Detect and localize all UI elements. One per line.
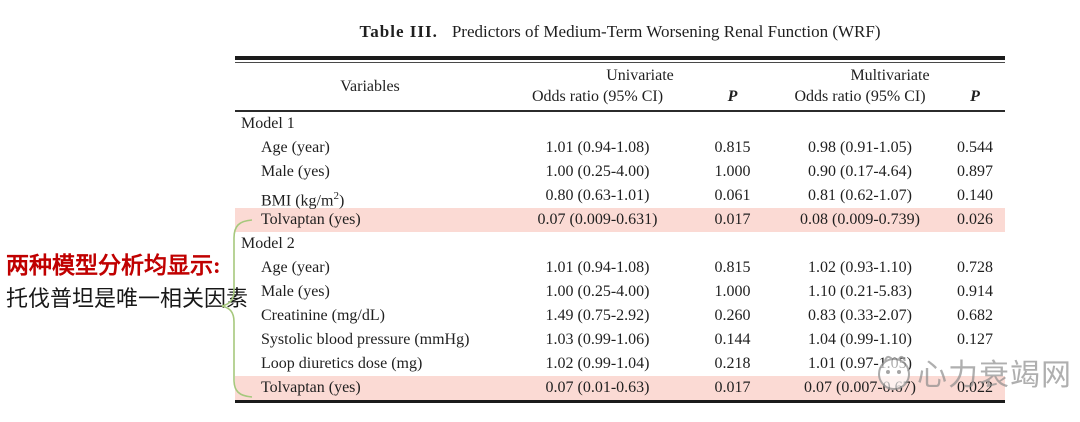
- data-table: Variables Univariate Odds ratio (95% CI)…: [235, 56, 1005, 403]
- table-row-tolvaptan-m1-highlighted: Tolvaptan (yes) 0.07 (0.009-0.631) 0.017…: [235, 208, 1005, 232]
- cell-uni-or: 1.03 (0.99-1.06): [545, 331, 650, 348]
- cell-multi-or: 1.04 (0.99-1.10): [808, 331, 912, 348]
- cell-multi-p: 0.897: [957, 163, 993, 180]
- cell-uni-p: 0.260: [714, 307, 751, 324]
- cell-uni-or: 1.01 (0.94-1.08): [545, 139, 650, 156]
- header-variables: Variables: [340, 77, 400, 95]
- table-row-model1: Model 1: [235, 112, 1005, 136]
- cell-uni-or: 1.49 (0.75-2.92): [545, 307, 650, 324]
- row-variable: Model 2: [241, 235, 295, 252]
- cell-multi-p: [945, 352, 1005, 376]
- cell-multi-or: [775, 112, 945, 136]
- cell-multi-p: 0.127: [957, 331, 993, 348]
- table-row-age-m1: Age (year) 1.01 (0.94-1.08) 0.815 0.98 (…: [235, 136, 1005, 160]
- header-group-univariate: Univariate Odds ratio (95% CI) P: [505, 63, 775, 110]
- cell-multi-or: [775, 232, 945, 256]
- cell-multi-p: [945, 112, 1005, 136]
- annotation-line2: 托伐普坦是唯一相关因素: [6, 286, 249, 311]
- top-rule-thin: [235, 62, 1005, 63]
- table-row-tolvaptan-m2-highlighted: Tolvaptan (yes) 0.07 (0.01-0.63) 0.017 0…: [235, 376, 1005, 400]
- cell-uni-p: 1.000: [714, 163, 751, 180]
- cell-uni-or: 1.02 (0.99-1.04): [545, 355, 650, 372]
- cell-multi-p: 0.682: [957, 307, 993, 324]
- table-row-bmi-m1: BMI (kg/m2) 0.80 (0.63-1.01) 0.061 0.81 …: [235, 184, 1005, 210]
- cell-multi-p: 0.914: [957, 283, 993, 300]
- cell-uni-p: [690, 232, 775, 256]
- cell-multi-or: 0.83 (0.33-2.07): [808, 307, 912, 324]
- table-number: Table III.: [359, 22, 438, 41]
- table-row-male-m1: Male (yes) 1.00 (0.25-4.00) 1.000 0.90 (…: [235, 160, 1005, 184]
- header-multivariate-p: P: [970, 88, 980, 105]
- bmi-superscript: 2: [333, 190, 339, 202]
- cell-uni-p: 1.000: [714, 283, 751, 300]
- cell-uni-p: 0.017: [714, 211, 751, 228]
- table-row-model2: Model 2: [235, 232, 1005, 256]
- row-variable: Systolic blood pressure (mmHg): [261, 331, 470, 348]
- cell-uni-p: 0.061: [714, 187, 751, 204]
- bmi-label-close: ): [338, 192, 345, 210]
- brace-connector: [221, 219, 253, 398]
- table-caption: Table III. Predictors of Medium-Term Wors…: [235, 22, 1005, 42]
- cell-multi-p: 0.026: [957, 211, 993, 228]
- cell-multi-p: [945, 232, 1005, 256]
- cell-uni-p: 0.017: [714, 379, 751, 396]
- cell-uni-p: 0.815: [714, 139, 751, 156]
- cell-uni-or: 0.07 (0.009-0.631): [537, 211, 658, 228]
- row-variable: Male (yes): [261, 283, 330, 300]
- header-multivariate-odds-ratio: Odds ratio (95% CI): [794, 88, 926, 105]
- cell-uni-or: 0.07 (0.01-0.63): [545, 379, 650, 396]
- cell-multi-p: 0.544: [957, 139, 993, 156]
- cell-uni-p: 0.815: [714, 259, 751, 276]
- cell-multi-or: 0.98 (0.91-1.05): [808, 139, 912, 156]
- cell-multi-or: 0.90 (0.17-4.64): [808, 163, 912, 180]
- cell-multi-or: 0.81 (0.62-1.07): [808, 187, 912, 204]
- cell-uni-p: 0.144: [714, 331, 751, 348]
- table-title-text: Predictors of Medium-Term Worsening Rena…: [451, 22, 881, 41]
- cell-uni-or: 1.00 (0.25-4.00): [545, 163, 650, 180]
- table-row-creatinine-m2: Creatinine (mg/dL) 1.49 (0.75-2.92) 0.26…: [235, 304, 1005, 328]
- cell-multi-p: 0.022: [957, 379, 993, 396]
- cell-uni-or: [505, 232, 690, 256]
- row-variable: Male (yes): [261, 163, 330, 180]
- cell-uni-or: [505, 112, 690, 136]
- row-variable: Tolvaptan (yes): [261, 379, 361, 396]
- row-variable: Tolvaptan (yes): [261, 211, 361, 228]
- header-univariate: Univariate: [606, 67, 674, 84]
- table-row-age-m2: Age (year) 1.01 (0.94-1.08) 0.815 1.02 (…: [235, 256, 1005, 280]
- row-variable: Age (year): [261, 259, 330, 276]
- header-multivariate: Multivariate: [850, 67, 930, 84]
- cell-uni-p: [690, 112, 775, 136]
- table-row-sbp-m2: Systolic blood pressure (mmHg) 1.03 (0.9…: [235, 328, 1005, 352]
- row-variable: Loop diuretics dose (mg): [261, 355, 423, 372]
- bmi-label: BMI (kg/m: [261, 192, 334, 210]
- top-rule-thick: [235, 56, 1005, 60]
- cell-multi-or: 0.07 (0.007-0.67): [804, 379, 916, 396]
- cell-multi-p: 0.140: [957, 187, 993, 204]
- cell-multi-or: 1.10 (0.21-5.83): [808, 283, 912, 300]
- cell-uni-or: 1.00 (0.25-4.00): [545, 283, 650, 300]
- table-row-loop-diuretics-m2: Loop diuretics dose (mg) 1.02 (0.99-1.04…: [235, 352, 1005, 376]
- row-variable: Model 1: [241, 115, 295, 132]
- cell-uni-p: 0.218: [714, 355, 751, 372]
- cell-uni-or: 0.80 (0.63-1.01): [545, 187, 650, 204]
- header-univariate-p: P: [727, 88, 738, 105]
- header-group-multivariate: Multivariate Odds ratio (95% CI) P: [775, 63, 1005, 110]
- cell-multi-or: 1.01 (0.97-1.05): [808, 355, 912, 372]
- row-variable: Age (year): [261, 139, 330, 156]
- annotation-line1: 两种模型分析均显示:: [6, 253, 221, 278]
- header-univariate-odds-ratio: Odds ratio (95% CI): [531, 88, 664, 105]
- table-row-male-m2: Male (yes) 1.00 (0.25-4.00) 1.000 1.10 (…: [235, 280, 1005, 304]
- cell-multi-p: 0.728: [957, 259, 993, 276]
- cell-multi-or: 1.02 (0.93-1.10): [808, 259, 912, 276]
- cell-multi-or: 0.08 (0.009-0.739): [800, 211, 920, 228]
- cell-uni-or: 1.01 (0.94-1.08): [545, 259, 650, 276]
- table-body: Model 1 Age (year) 1.01 (0.94-1.08) 0.81…: [235, 112, 1005, 403]
- row-variable: Creatinine (mg/dL): [261, 307, 385, 324]
- row-variable: BMI (kg/m2): [235, 184, 505, 210]
- table-header: Variables Univariate Odds ratio (95% CI)…: [235, 63, 1005, 112]
